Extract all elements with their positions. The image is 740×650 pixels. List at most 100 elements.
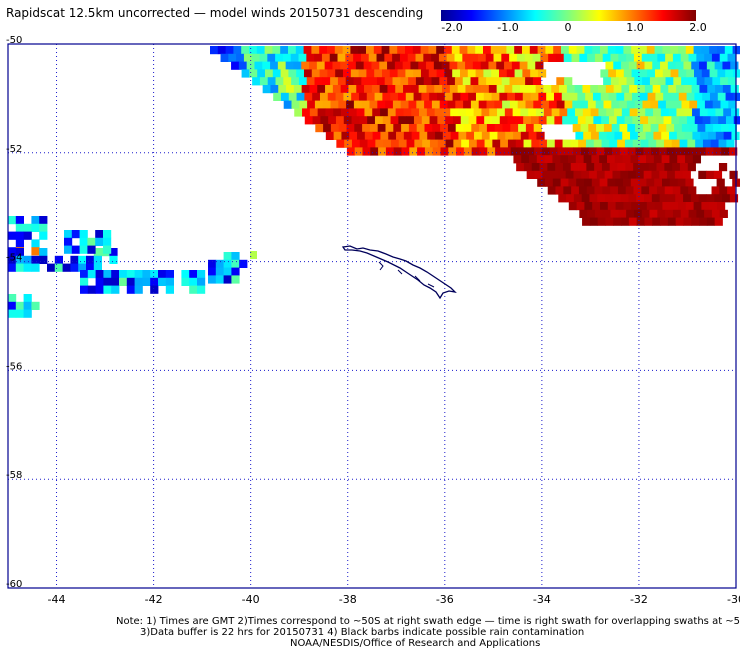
wind-cell <box>723 108 732 117</box>
wind-cell <box>439 100 448 109</box>
wind-cell <box>688 209 697 218</box>
wind-cell <box>633 186 642 195</box>
wind-cell <box>726 139 735 148</box>
wind-cell <box>520 108 529 117</box>
wind-cell <box>358 69 367 78</box>
wind-cell <box>413 92 422 101</box>
wind-cell <box>612 194 622 203</box>
wind-cell <box>714 194 723 203</box>
wind-cell <box>654 202 663 211</box>
wind-cell <box>15 248 24 257</box>
wind-cell <box>685 178 694 187</box>
wind-cell <box>683 85 693 94</box>
wind-cell <box>572 124 581 133</box>
wind-cell <box>596 124 605 133</box>
wind-cell <box>527 85 537 94</box>
wind-cell <box>665 100 675 109</box>
wind-cell <box>552 155 561 164</box>
wind-cell <box>126 270 135 279</box>
wind-cell <box>636 194 645 203</box>
wind-cell <box>397 69 406 78</box>
wind-cell <box>718 116 727 125</box>
wind-cell <box>436 46 445 55</box>
wind-cell <box>39 216 48 225</box>
wind-cell <box>627 124 636 133</box>
wind-cell <box>356 108 365 117</box>
wind-cell <box>571 53 580 62</box>
wind-cell <box>721 147 730 156</box>
wind-cell <box>501 53 510 62</box>
wind-cell <box>709 92 719 101</box>
wind-cell <box>660 108 670 117</box>
wind-cell <box>439 77 448 86</box>
wind-cell <box>594 209 604 218</box>
wind-cell <box>691 217 700 226</box>
wind-cell <box>280 46 289 55</box>
wind-cell <box>109 255 118 264</box>
wind-cell <box>717 92 726 101</box>
wind-cell <box>625 163 634 172</box>
wind-cell <box>403 108 412 117</box>
wind-cell <box>341 131 350 140</box>
wind-cell <box>555 186 564 195</box>
wind-cell <box>466 131 475 140</box>
wind-cell <box>422 139 431 148</box>
wind-cell <box>371 61 380 70</box>
wind-cell <box>671 116 680 125</box>
wind-cell <box>676 108 685 117</box>
wind-cell <box>533 124 542 133</box>
wind-cell <box>369 124 379 133</box>
wind-cell <box>366 92 375 101</box>
wind-cell <box>633 209 643 218</box>
wind-cell <box>494 124 503 133</box>
wind-cell <box>296 69 305 78</box>
wind-cell <box>371 85 381 94</box>
wind-cell <box>639 202 648 211</box>
wind-cell <box>388 131 397 140</box>
wind-cell <box>605 194 614 203</box>
wind-cell <box>47 263 56 272</box>
wind-cell <box>729 170 738 179</box>
wind-cell <box>236 53 245 62</box>
wind-cell <box>669 178 679 187</box>
wind-cell <box>440 147 449 156</box>
wind-cell <box>95 230 104 239</box>
wind-cell <box>392 53 401 62</box>
wind-cell <box>674 147 683 156</box>
wind-cell <box>653 155 663 164</box>
wind-cell <box>506 46 515 55</box>
wind-cell <box>701 46 710 55</box>
wind-cell <box>667 217 677 226</box>
wind-cell <box>670 46 679 55</box>
wind-cell <box>496 85 505 94</box>
wind-cell <box>633 53 643 62</box>
wind-cell <box>609 163 618 172</box>
wind-cell <box>707 85 716 94</box>
wind-cell <box>64 237 73 246</box>
wind-cell <box>628 217 638 226</box>
wind-cell <box>493 77 503 86</box>
wind-cell <box>511 61 521 70</box>
wind-cell <box>702 92 711 101</box>
wind-cell <box>319 69 328 78</box>
wind-cell <box>680 209 689 218</box>
wind-cell <box>526 147 535 156</box>
wind-cell <box>454 53 463 62</box>
wind-cell <box>682 147 691 156</box>
wind-cell <box>267 53 276 62</box>
wind-cell <box>429 139 439 148</box>
wind-cell <box>233 46 242 55</box>
wind-cell <box>23 255 32 264</box>
wind-cell <box>473 85 482 94</box>
wind-cell <box>8 231 17 240</box>
wind-cell <box>589 217 599 226</box>
wind-cell <box>280 69 289 78</box>
x-tick-label: -42 <box>145 593 163 606</box>
wind-cell <box>565 147 574 156</box>
wind-cell <box>650 124 659 133</box>
wind-cell <box>507 92 516 101</box>
wind-cell <box>471 147 480 156</box>
wind-cell <box>335 92 344 101</box>
wind-cell <box>615 178 624 187</box>
wind-cell <box>605 217 614 226</box>
